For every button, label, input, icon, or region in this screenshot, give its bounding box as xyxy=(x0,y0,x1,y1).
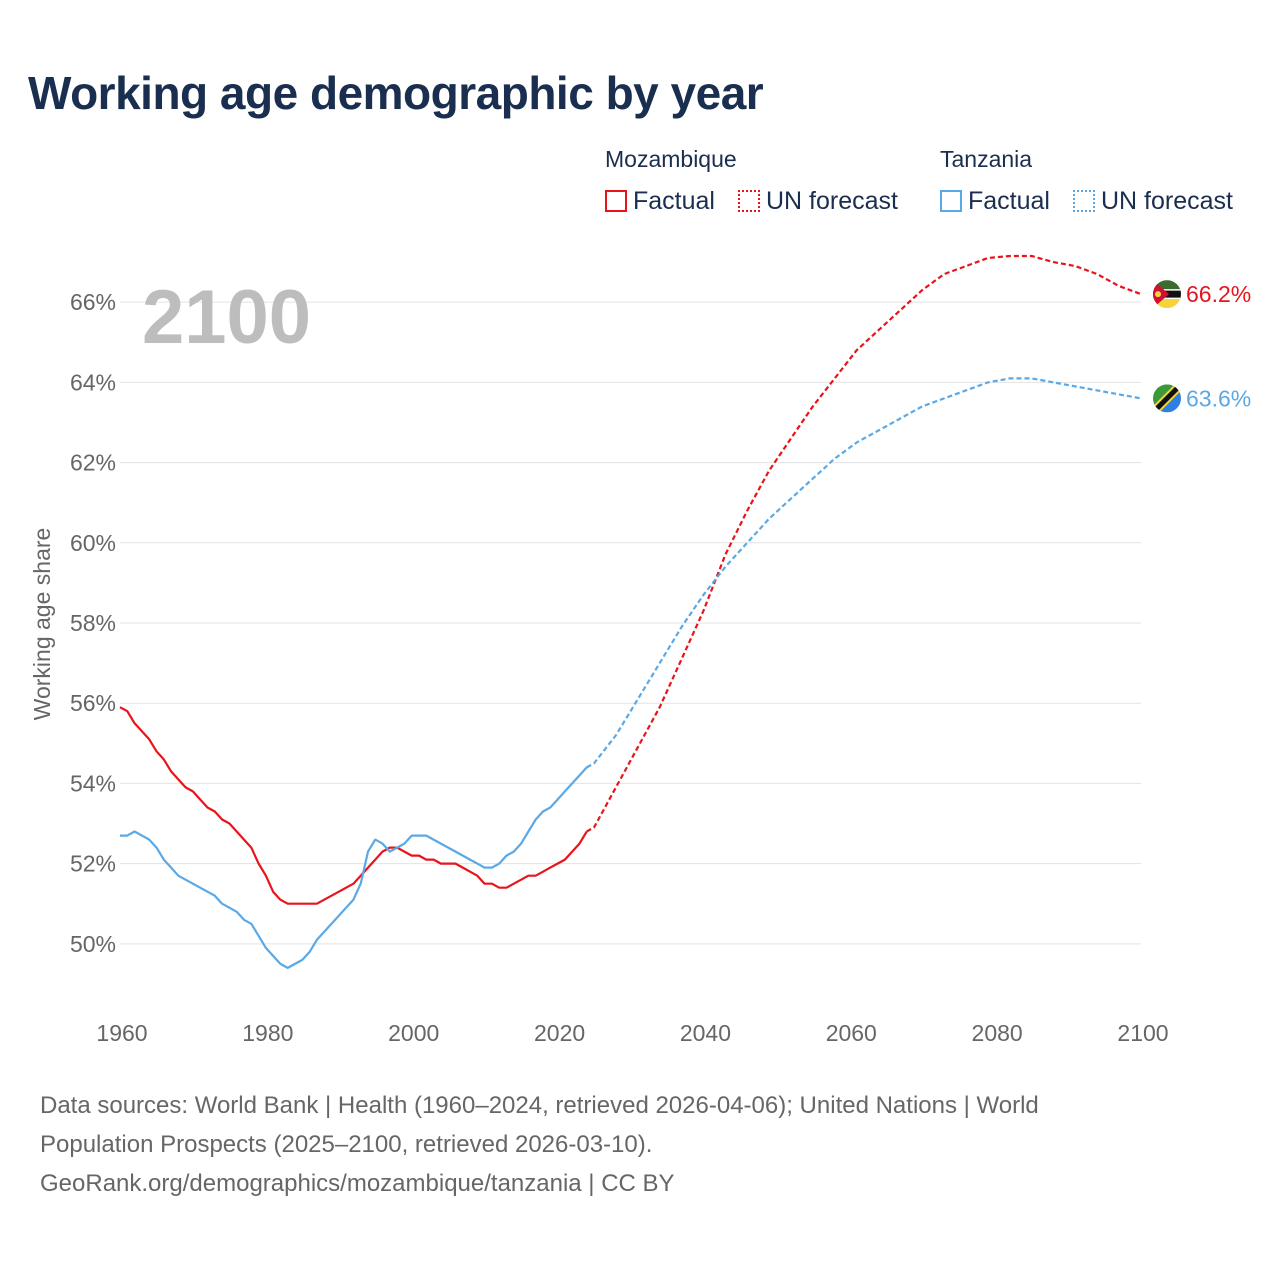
y-tick-label: 64% xyxy=(70,369,116,395)
mozambique-end-label: 66.2% xyxy=(1186,281,1251,307)
y-tick-label: 60% xyxy=(70,530,116,556)
end-markers: 66.2% 63.6% xyxy=(1153,280,1251,413)
x-tick-label: 1980 xyxy=(242,1020,293,1046)
y-tick-label: 52% xyxy=(70,851,116,877)
gridlines xyxy=(120,301,1141,945)
legend-group-mozambique: Mozambique xyxy=(605,146,737,172)
legend-group-tanzania: Tanzania xyxy=(940,146,1033,172)
x-tick-label: 2020 xyxy=(534,1020,585,1046)
sources-line[interactable]: GeoRank.org/demographics/mozambique/tanz… xyxy=(40,1170,675,1197)
legend-label: UN forecast xyxy=(1101,186,1233,215)
x-tick-label: 2040 xyxy=(680,1020,731,1046)
y-tick-label: 62% xyxy=(70,450,116,476)
legend-label: UN forecast xyxy=(766,186,898,215)
legend-label: Factual xyxy=(968,186,1050,215)
x-tick-label: 1960 xyxy=(96,1020,147,1046)
x-axis: 1960 1980 2000 2020 2040 2060 2080 2100 xyxy=(96,1020,1168,1046)
series-lines xyxy=(119,254,1142,970)
legend-item-mozambique-forecast[interactable]: UN forecast xyxy=(738,186,898,216)
y-axis: 50% 52% 54% 56% 58% 60% 62% 64% 66% xyxy=(70,289,116,957)
mozambique-flag-icon xyxy=(1153,280,1181,309)
sources-line: Population Prospects (2025–2100, retriev… xyxy=(40,1131,653,1158)
line-chart: 2100 50% 52% 54% 56% 58% 60% 62% 64% 66% 1960 198… xyxy=(29,254,1251,1046)
x-tick-label: 2060 xyxy=(826,1020,877,1046)
x-tick-label: 2100 xyxy=(1117,1020,1168,1046)
legend-item-mozambique-factual[interactable]: Factual xyxy=(605,186,715,216)
x-tick-label: 2080 xyxy=(972,1020,1023,1046)
chart-title: Working age demographic by year xyxy=(28,67,764,119)
y-tick-label: 50% xyxy=(70,931,116,957)
legend-label: Factual xyxy=(633,186,715,215)
legend-swatch-dotted-icon xyxy=(1073,190,1095,212)
y-axis-label: Working age share xyxy=(29,528,55,721)
y-tick-label: 56% xyxy=(70,690,116,716)
year-watermark: 2100 xyxy=(142,275,311,360)
legend-item-tanzania-forecast[interactable]: UN forecast xyxy=(1073,186,1233,216)
legend-swatch-solid-icon xyxy=(605,190,627,212)
tanzania-factual-line xyxy=(120,766,588,970)
data-sources: Data sources: World Bank | Health (1960–… xyxy=(40,1086,1220,1203)
mozambique-factual-line xyxy=(119,706,588,905)
legend-item-tanzania-factual[interactable]: Factual xyxy=(940,186,1050,216)
y-tick-label: 54% xyxy=(70,770,116,796)
y-tick-label: 66% xyxy=(70,289,116,315)
y-tick-label: 58% xyxy=(70,610,116,636)
tanzania-forecast-line xyxy=(586,377,1142,769)
tanzania-flag-icon xyxy=(1153,384,1181,413)
sources-line: Data sources: World Bank | Health (1960–… xyxy=(40,1092,1039,1119)
tanzania-end-label: 63.6% xyxy=(1186,385,1251,411)
legend-swatch-dotted-icon xyxy=(738,190,760,212)
x-tick-label: 2000 xyxy=(388,1020,439,1046)
legend-swatch-solid-icon xyxy=(940,190,962,212)
mozambique-forecast-line xyxy=(586,254,1142,833)
